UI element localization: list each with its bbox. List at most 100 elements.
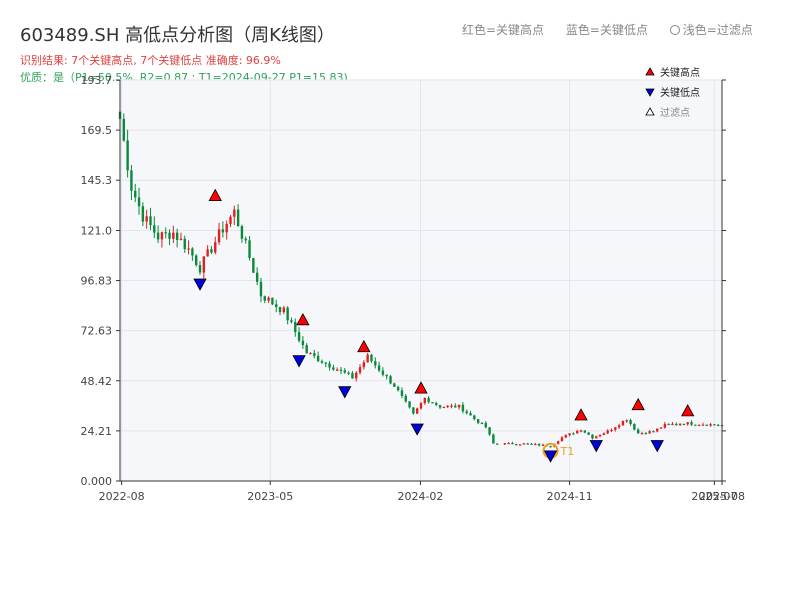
candle-body	[648, 431, 651, 434]
candle-body	[324, 362, 327, 364]
candle-body	[492, 434, 495, 444]
y-tick-label: 24.21	[81, 425, 113, 438]
candle-body	[332, 367, 335, 370]
x-tick-label: 2024-11	[547, 490, 593, 503]
candle-body	[652, 431, 655, 433]
candle-body	[446, 405, 449, 407]
candle-body	[705, 424, 708, 426]
key-high-marker	[574, 408, 588, 421]
candle-body	[278, 307, 282, 313]
candle-body	[301, 340, 305, 346]
candle-body	[343, 370, 346, 373]
candle-body	[297, 332, 301, 341]
candle-body	[267, 297, 270, 301]
candle-body	[240, 226, 244, 239]
candle-body	[385, 374, 388, 377]
candle-body	[583, 430, 587, 433]
candle-body	[221, 229, 225, 233]
candle-body	[164, 232, 167, 234]
candle-body	[560, 437, 564, 442]
candle-body	[393, 383, 396, 387]
candle-body	[621, 421, 625, 426]
candle-body	[682, 423, 686, 426]
candle-body	[419, 403, 423, 409]
candle-body	[511, 442, 514, 445]
candle-body	[610, 429, 613, 431]
candle-body	[564, 435, 567, 438]
candle-body	[316, 355, 320, 362]
header-legend-red: 红色=关键高点	[462, 23, 545, 37]
candle-body	[461, 404, 465, 412]
key-low-marker	[410, 423, 424, 436]
key-low-marker	[589, 440, 603, 453]
candle-body	[476, 419, 480, 423]
result-summary: 识别结果: 7个关键高点, 7个关键低点 准确度: 96.9%	[20, 54, 281, 67]
y-tick-label: 121.0	[81, 225, 113, 238]
candle-body	[389, 376, 392, 384]
candle-body	[248, 240, 251, 259]
key-low-marker	[543, 450, 558, 463]
candle-body	[126, 140, 129, 171]
candle-body	[591, 434, 594, 439]
candle-body	[374, 361, 377, 366]
candle-body	[716, 424, 720, 427]
candle-body	[636, 429, 640, 434]
candle-body	[153, 225, 156, 233]
candle-body	[141, 206, 145, 222]
candle-body	[606, 430, 609, 434]
candle-body	[313, 353, 316, 356]
candle-body	[347, 372, 350, 374]
candle-body	[442, 406, 446, 409]
candle-body	[377, 365, 381, 371]
candle-body	[160, 232, 164, 240]
candle-body	[614, 427, 617, 430]
candle-body	[366, 354, 369, 363]
candle-body	[694, 424, 697, 426]
candle-body	[168, 232, 171, 239]
key-high-marker	[681, 404, 695, 417]
candle-body	[412, 407, 415, 414]
candle-body	[236, 209, 240, 227]
candle-body	[488, 427, 491, 435]
y-tick-label: 169.5	[81, 124, 113, 137]
y-tick-label: 72.63	[81, 325, 113, 338]
candle-body	[217, 229, 221, 243]
candle-body	[663, 423, 667, 428]
legend-label: 关键低点	[660, 86, 700, 99]
key-high-marker	[296, 312, 310, 326]
key-low-marker	[650, 440, 664, 453]
candle-body	[423, 397, 427, 404]
candle-body	[438, 404, 442, 408]
candle-body	[518, 444, 522, 446]
x-tick-label: 2025-07	[691, 490, 737, 503]
candle-body	[541, 444, 545, 446]
candle-body	[415, 408, 419, 414]
candle-body	[122, 118, 126, 141]
candle-body	[457, 404, 461, 408]
candle-body	[644, 433, 647, 435]
candle-body	[579, 430, 583, 432]
candle-body	[480, 422, 484, 425]
candle-body	[465, 411, 468, 414]
markers: T1	[193, 188, 695, 463]
candle-body	[671, 423, 674, 426]
candle-body	[191, 248, 194, 256]
filtered-point-label: T1	[560, 445, 575, 458]
candle-body	[202, 256, 206, 273]
candle-body	[229, 216, 232, 224]
candle-body	[282, 307, 286, 313]
candle-body	[701, 424, 705, 426]
key-high-marker	[414, 381, 428, 394]
header-legend-light: 浅色=过滤点	[669, 23, 753, 37]
candle-body	[469, 413, 472, 416]
candle-body	[134, 190, 137, 198]
candle-body	[629, 420, 632, 425]
candle-body	[225, 223, 228, 233]
candle-body	[233, 209, 236, 217]
candle-body	[320, 361, 324, 363]
candle-body	[667, 423, 670, 426]
candle-body	[640, 433, 644, 435]
candle-body	[351, 373, 354, 379]
